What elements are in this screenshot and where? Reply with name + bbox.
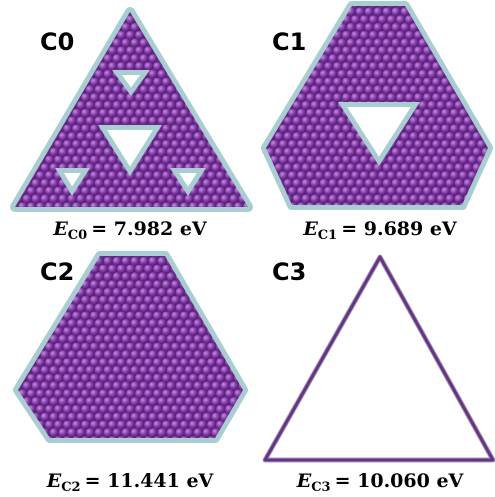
energy-symbol: E — [52, 218, 68, 240]
panel-label: C1 — [272, 28, 306, 56]
energy-subscript: C1 — [318, 228, 337, 243]
energy-symbol: E — [46, 470, 62, 492]
energy-symbol: E — [296, 470, 312, 492]
energy-value: = 7.982 eV — [91, 218, 208, 240]
energy: EC2 = 11.441 eV — [46, 470, 215, 495]
structure-c0 — [10, 7, 253, 212]
energy-value: = 9.689 eV — [341, 218, 458, 240]
energy-subscript: C2 — [61, 480, 80, 495]
structure-c2 — [13, 251, 248, 443]
energy: EC3 = 10.060 eV — [296, 470, 465, 495]
energy: EC0 = 7.982 eV — [52, 218, 208, 243]
energy-symbol: E — [302, 218, 318, 240]
structure-c3 — [262, 254, 495, 463]
energy-value: = 11.441 eV — [85, 470, 215, 492]
energy-value: = 10.060 eV — [335, 470, 465, 492]
panel-label: C0 — [40, 28, 74, 56]
panel-label: C3 — [272, 258, 306, 286]
panel-label: C2 — [40, 258, 74, 286]
energy-subscript: C3 — [311, 480, 330, 495]
structure-c1 — [261, 1, 493, 210]
energy: EC1 = 9.689 eV — [302, 218, 458, 243]
energy-subscript: C0 — [68, 228, 87, 243]
